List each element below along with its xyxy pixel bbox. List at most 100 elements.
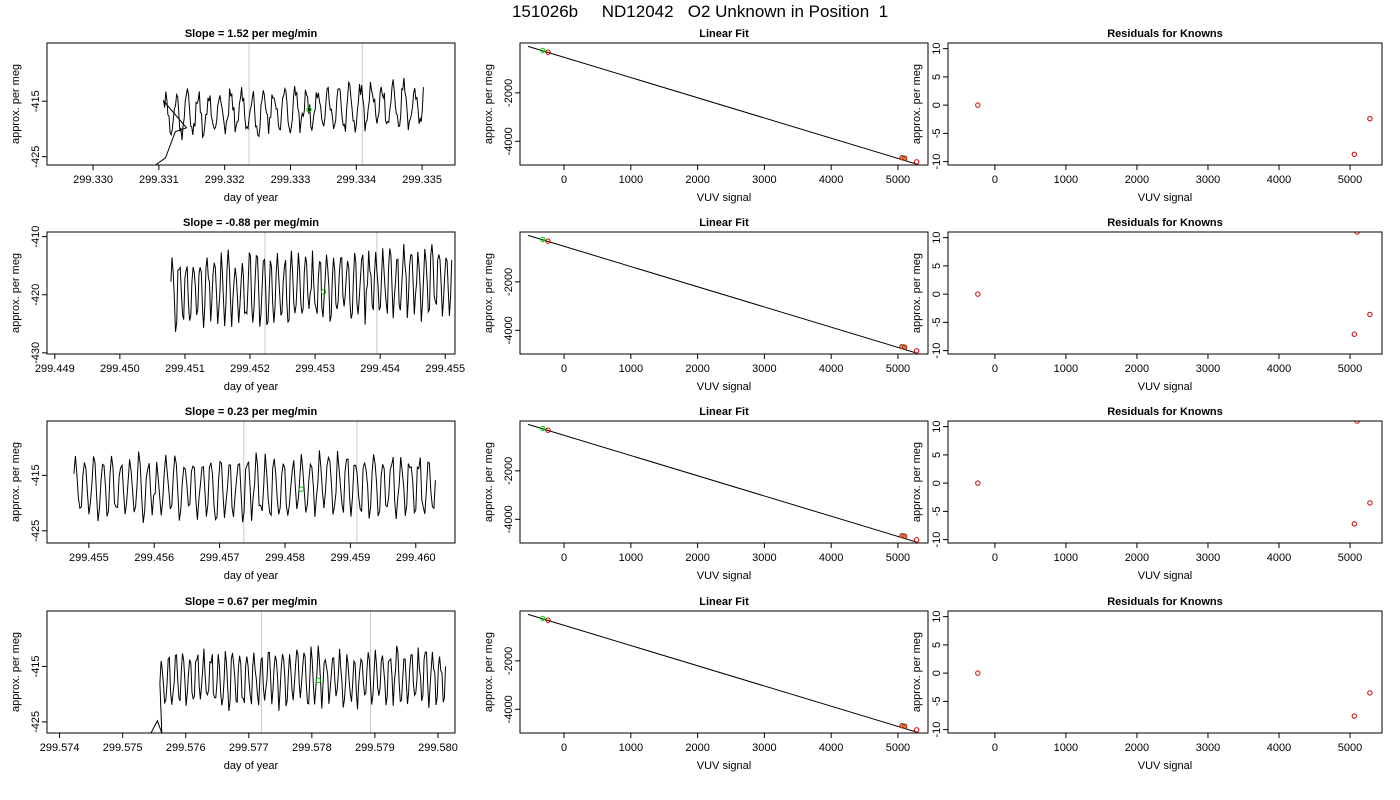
data-point xyxy=(1367,115,1373,122)
plot-area xyxy=(527,45,920,165)
y-tick-label: -5 xyxy=(931,506,943,516)
data-point xyxy=(1351,151,1357,157)
plot-area xyxy=(150,611,446,733)
x-tick-label: 5000 xyxy=(886,363,910,375)
x-tick-label: 3000 xyxy=(752,552,776,564)
y-tick-label: 0 xyxy=(931,291,943,297)
fit-line xyxy=(527,423,919,543)
y-tick-label: -5 xyxy=(931,317,943,327)
y-tick-label: -425 xyxy=(30,146,42,168)
plot-area xyxy=(73,421,436,543)
x-tick-label: 1000 xyxy=(619,363,643,375)
x-tick-label: 299.458 xyxy=(265,552,305,564)
x-tick-label: 4000 xyxy=(819,742,843,754)
y-axis-label: approx. per meg xyxy=(911,253,923,333)
y-tick-label: 0 xyxy=(931,480,943,486)
plot-frame xyxy=(46,610,456,734)
y-tick-label: -2000 xyxy=(503,79,515,107)
y-tick-label: 5 xyxy=(931,452,943,458)
x-tick-label: 299.330 xyxy=(73,174,113,186)
plot-area xyxy=(527,613,920,733)
x-tick-label: 5000 xyxy=(886,552,910,564)
x-tick-label: 299.578 xyxy=(292,742,332,754)
x-tick-label: 0 xyxy=(561,363,567,375)
x-axis-label: day of year xyxy=(224,760,279,772)
x-axis-label: day of year xyxy=(224,381,279,393)
data-point xyxy=(913,159,920,165)
x-tick-label: 1000 xyxy=(619,552,643,564)
panel-4-1: Slope = 0.67 per meg/min 299.574 299.575 29… xyxy=(10,596,458,772)
x-tick-label: 1000 xyxy=(619,174,643,186)
x-tick-label: 1000 xyxy=(1054,742,1078,754)
x-tick-label: 4000 xyxy=(819,174,843,186)
data-point xyxy=(1354,421,1360,424)
panel-4-2: Linear Fit 0 1000 2000 3000 4000 5000 -4000 -200… xyxy=(483,596,929,772)
data-point xyxy=(913,348,920,354)
y-tick-label: 0 xyxy=(931,102,943,108)
x-tick-label: 4000 xyxy=(1267,742,1291,754)
panel-3-2: Linear Fit 0 1000 2000 3000 4000 5000 -4000 -200… xyxy=(483,406,929,582)
panel-title: Slope = 0.67 per meg/min xyxy=(185,596,318,608)
plot-area xyxy=(155,43,424,165)
x-tick-label: 299.449 xyxy=(35,363,75,375)
mean-marker xyxy=(315,677,321,684)
x-tick-label: 299.450 xyxy=(100,363,140,375)
x-tick-label: 3000 xyxy=(1196,363,1220,375)
data-point xyxy=(901,533,908,539)
data-point xyxy=(545,238,551,244)
data-trace xyxy=(170,243,453,332)
y-tick-label: -430 xyxy=(30,342,42,364)
x-tick-label: 4000 xyxy=(1267,363,1291,375)
plot-frame xyxy=(46,231,456,355)
y-tick-label: -2000 xyxy=(503,268,515,296)
y-tick-label: -5 xyxy=(931,128,943,138)
y-tick-label: -4000 xyxy=(503,505,515,533)
x-tick-label: 3000 xyxy=(1196,742,1220,754)
data-point xyxy=(1367,690,1373,696)
mean-marker xyxy=(306,106,312,113)
x-tick-label: 0 xyxy=(992,174,998,186)
x-tick-label: 299.451 xyxy=(165,363,205,375)
x-axis-label: VUV signal xyxy=(1138,192,1192,204)
data-point xyxy=(545,49,551,55)
y-tick-label: 10 xyxy=(931,232,943,244)
x-tick-label: 299.332 xyxy=(205,174,245,186)
x-tick-label: 1000 xyxy=(1054,363,1078,375)
x-tick-label: 2000 xyxy=(685,742,709,754)
x-tick-label: 299.335 xyxy=(402,174,442,186)
y-axis-label: approx. per meg xyxy=(483,442,495,522)
x-axis-label: VUV signal xyxy=(697,192,751,204)
x-tick-label: 2000 xyxy=(1125,174,1149,186)
panel-title: Linear Fit xyxy=(699,217,749,229)
y-tick-label: -10 xyxy=(931,532,943,548)
fit-line xyxy=(527,613,919,733)
x-tick-label: 1000 xyxy=(619,742,643,754)
panel-2-2: Linear Fit 0 1000 2000 3000 4000 5000 -4000 -200… xyxy=(483,217,929,393)
y-tick-label: -425 xyxy=(30,520,42,542)
panel-2-1: Slope = -0.88 per meg/min 299.449 299.450 2… xyxy=(10,217,465,393)
x-tick-label: 5000 xyxy=(886,742,910,754)
x-tick-label: 3000 xyxy=(752,363,776,375)
x-tick-label: 5000 xyxy=(1338,174,1362,186)
panel-title: Linear Fit xyxy=(699,406,749,418)
x-tick-label: 299.579 xyxy=(355,742,395,754)
y-axis-label: approx. per meg xyxy=(483,253,495,333)
data-point xyxy=(901,155,908,161)
x-tick-label: 3000 xyxy=(752,742,776,754)
mean-marker xyxy=(298,486,305,492)
data-point xyxy=(913,537,920,543)
x-tick-label: 2000 xyxy=(685,174,709,186)
x-tick-label: 299.455 xyxy=(425,363,465,375)
plot-frame xyxy=(519,610,929,734)
panel-title: Slope = 1.52 per meg/min xyxy=(185,28,318,40)
plot-frame xyxy=(947,420,1383,544)
x-tick-label: 4000 xyxy=(1267,552,1291,564)
x-tick-label: 299.575 xyxy=(103,742,143,754)
x-tick-label: 299.576 xyxy=(166,742,206,754)
data-point xyxy=(975,291,981,297)
x-tick-label: 299.452 xyxy=(230,363,270,375)
y-tick-label: -10 xyxy=(931,722,943,738)
x-tick-label: 5000 xyxy=(886,174,910,186)
x-axis-label: VUV signal xyxy=(697,570,751,582)
y-axis-label: approx. per meg xyxy=(483,632,495,712)
